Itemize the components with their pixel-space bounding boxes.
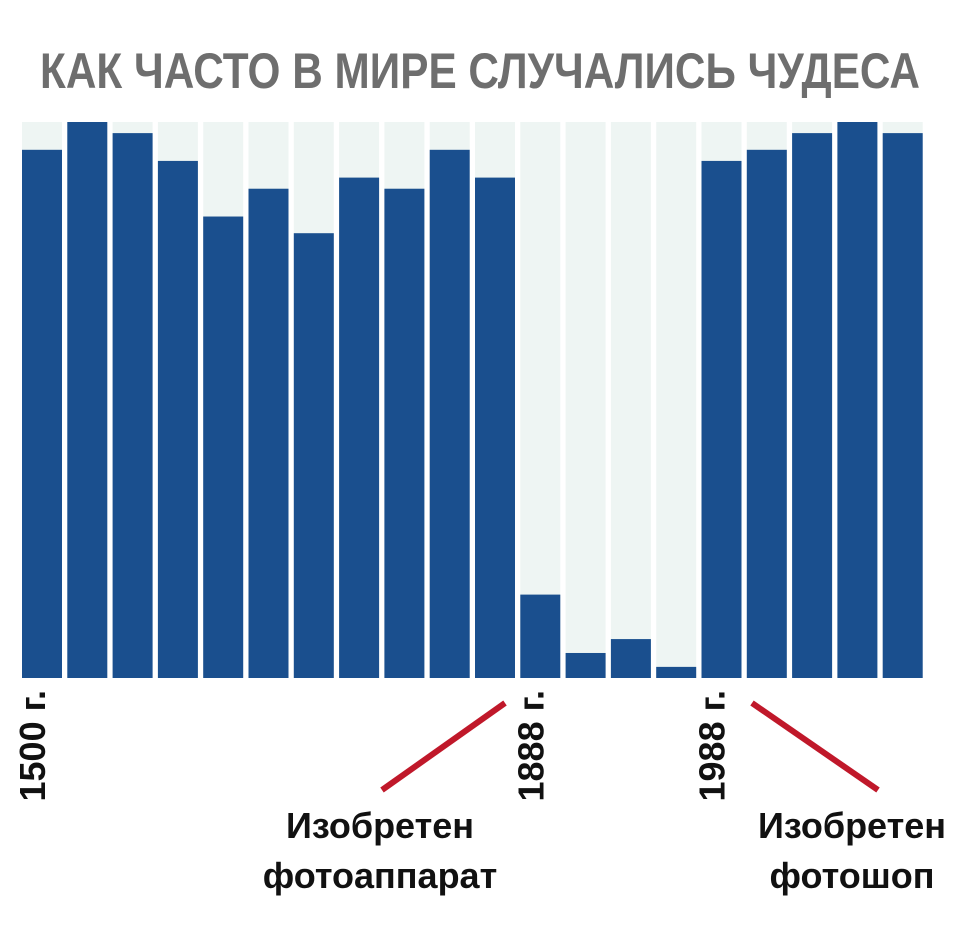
background-stripes — [22, 122, 923, 678]
chart-title: КАК ЧАСТО В МИРЕ СЛУЧАЛИСЬ ЧУДЕСА — [40, 43, 920, 99]
tick-label: 1988 г. — [692, 690, 733, 801]
tick-label: 1888 г. — [510, 690, 551, 801]
bar — [429, 149, 470, 679]
tick-labels: 1500 г. 1888 г. 1988 г. — [12, 690, 733, 801]
tick-label: 1500 г. — [12, 690, 53, 801]
annotation-line — [750, 700, 880, 793]
annotations: Изобретен фотоаппарат Изобретен фотошоп — [263, 700, 946, 896]
bar — [248, 188, 289, 678]
annotation-text: фотошоп — [769, 855, 934, 896]
bar — [792, 133, 833, 678]
bars — [22, 122, 923, 679]
bar — [475, 177, 515, 678]
bar — [203, 216, 244, 678]
bar — [837, 122, 878, 678]
annotation-text: Изобретен — [286, 805, 474, 846]
bar — [67, 122, 108, 678]
bar — [112, 133, 153, 678]
bar — [565, 652, 606, 678]
annotation-text: Изобретен — [758, 805, 946, 846]
bar — [701, 160, 742, 679]
bar-background — [610, 122, 651, 678]
bar — [520, 594, 561, 678]
bar — [339, 177, 380, 678]
bar-background — [565, 122, 606, 678]
bar — [22, 149, 62, 679]
bar — [157, 160, 198, 679]
bar — [882, 133, 923, 678]
bar — [293, 233, 334, 678]
bar — [746, 149, 787, 679]
annotation-line — [380, 700, 507, 793]
annotation-text: фотоаппарат — [263, 855, 497, 896]
bar — [656, 666, 697, 678]
bar — [384, 188, 425, 678]
bar-background — [520, 122, 561, 678]
bar — [610, 639, 651, 678]
bar-background — [656, 122, 697, 678]
